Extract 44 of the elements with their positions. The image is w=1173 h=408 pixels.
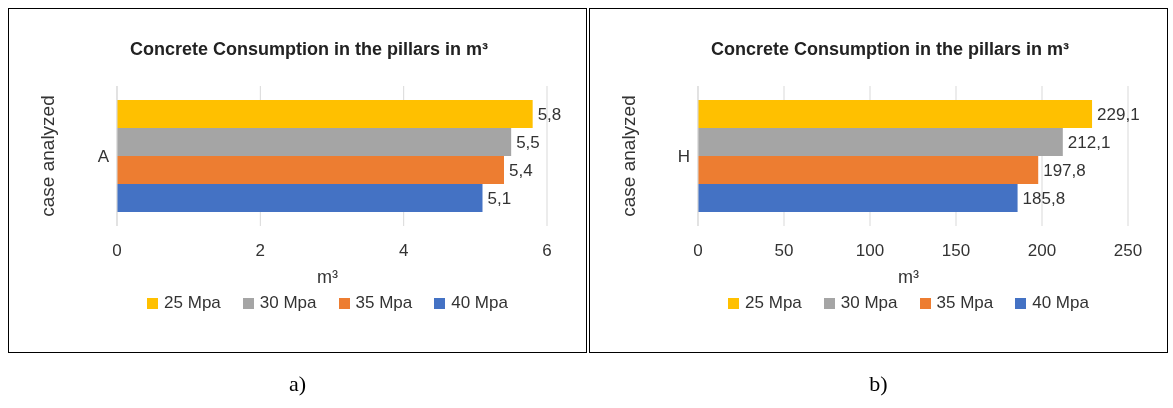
x-tick-label: 150 <box>941 241 971 261</box>
y-tick-label: A <box>97 147 110 167</box>
x-tick-label: 250 <box>1113 241 1143 261</box>
bar <box>698 156 1039 184</box>
data-label: 197,8 <box>1043 161 1086 181</box>
y-axis-title: case analyzed <box>617 95 639 217</box>
bar <box>698 184 1018 212</box>
bar <box>698 128 1063 156</box>
chart-title: Concrete Consumption in the pillars in m³ <box>129 38 489 61</box>
y-tick-label: H <box>677 147 690 167</box>
x-tick-label: 100 <box>855 241 885 261</box>
x-axis-title: m³ <box>316 267 339 288</box>
data-label: 5,1 <box>487 189 512 209</box>
bar <box>117 100 533 128</box>
data-label: 229,1 <box>1097 105 1140 125</box>
x-tick-label: 2 <box>255 241 266 261</box>
x-axis-title: m³ <box>897 267 920 288</box>
bar <box>117 184 483 212</box>
bar <box>117 128 512 156</box>
data-label: 5,5 <box>516 133 540 153</box>
data-label: 5,4 <box>509 161 533 181</box>
x-tick-label: 6 <box>542 241 552 261</box>
chart-title: Concrete Consumption in the pillars in m³ <box>710 38 1070 61</box>
x-tick-label: 200 <box>1027 241 1057 261</box>
legend-label: 40 Mpa <box>1031 293 1089 313</box>
legend-label: 25 Mpa <box>744 293 802 313</box>
x-tick-label: 4 <box>398 241 409 261</box>
x-tick-label: 50 <box>774 241 794 261</box>
data-label: 212,1 <box>1067 133 1111 153</box>
data-label: 185,8 <box>1022 189 1066 209</box>
legend-label: 40 Mpa <box>450 293 508 313</box>
legend-label: 35 Mpa <box>354 293 413 313</box>
bar <box>698 100 1093 128</box>
text: b) <box>868 371 889 397</box>
x-tick-label: 0 <box>112 241 122 261</box>
legend-label: 30 Mpa <box>258 293 317 313</box>
text: a) <box>287 371 308 397</box>
y-axis-title: case analyzed <box>36 95 58 217</box>
x-tick-label: 0 <box>693 241 703 261</box>
data-label: 5,8 <box>537 105 562 125</box>
legend-label: 25 Mpa <box>163 293 221 313</box>
legend-label: 35 Mpa <box>935 293 994 313</box>
bar <box>117 156 504 184</box>
legend-label: 30 Mpa <box>839 293 898 313</box>
